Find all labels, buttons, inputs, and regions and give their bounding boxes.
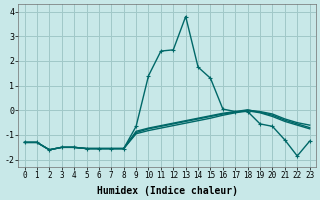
X-axis label: Humidex (Indice chaleur): Humidex (Indice chaleur): [97, 186, 237, 196]
